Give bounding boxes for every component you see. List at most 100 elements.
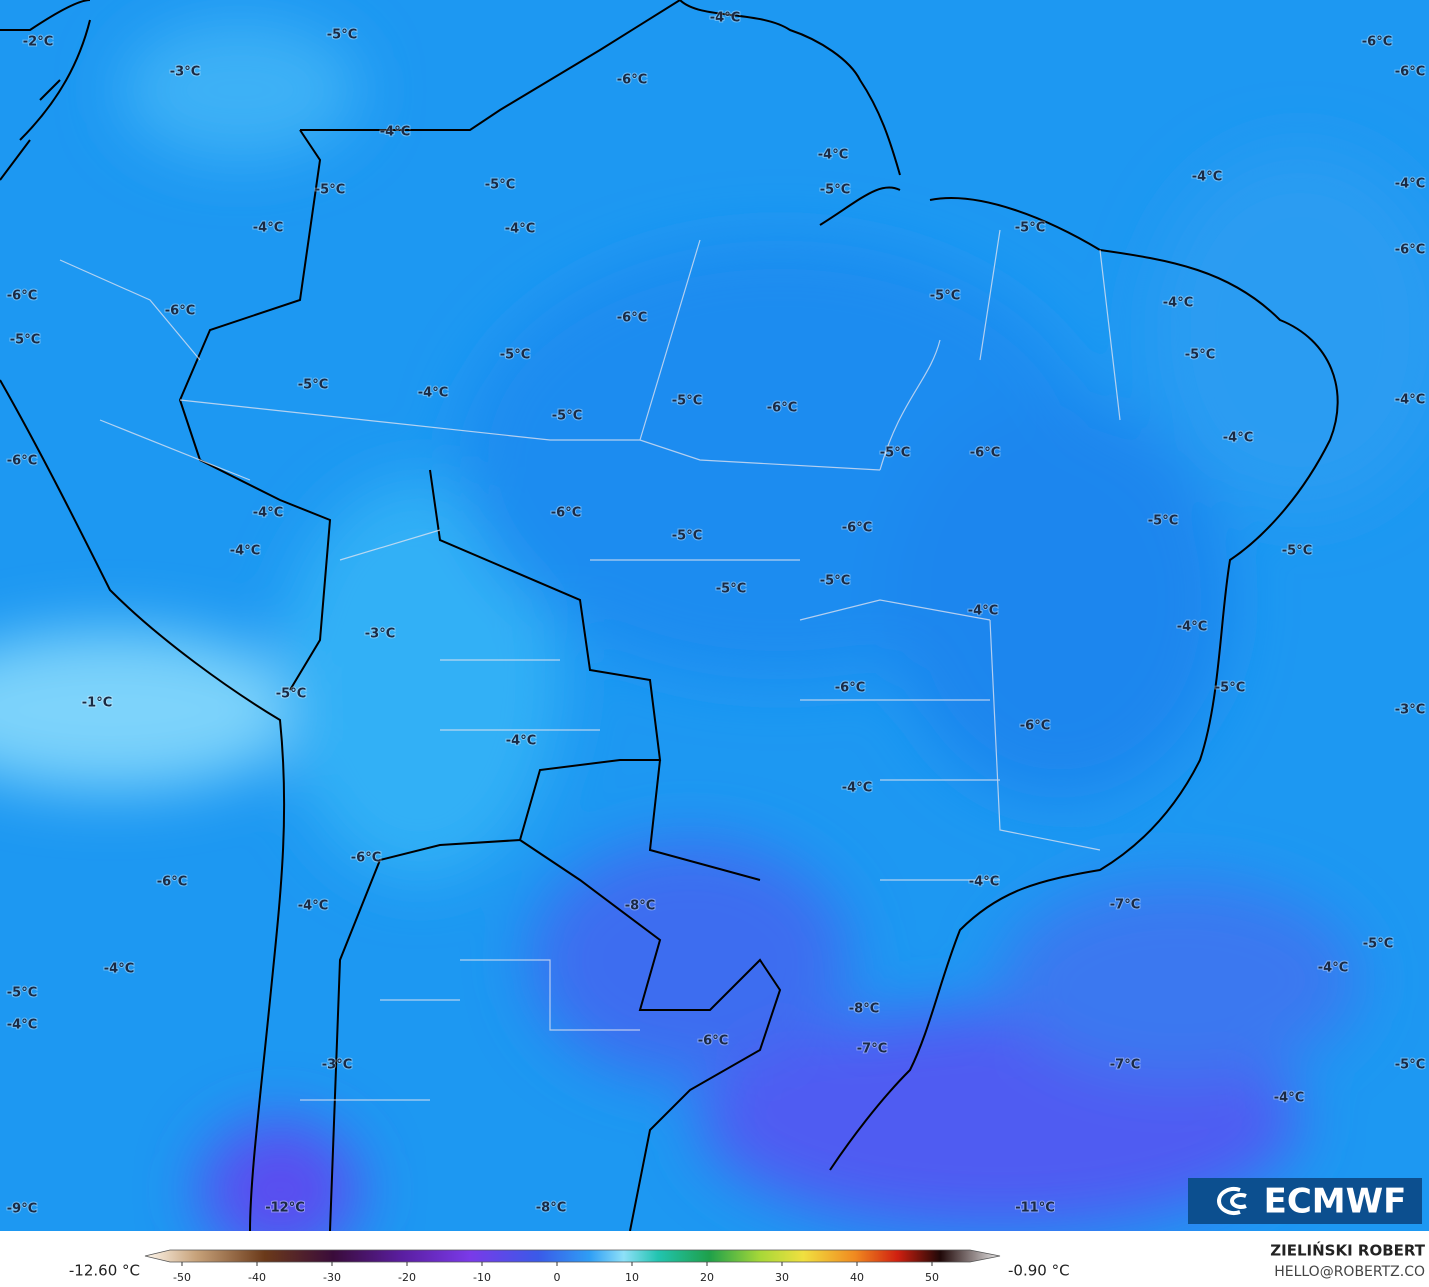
colorbar-tick-label: 10 xyxy=(625,1271,639,1284)
contour-label: -9°C xyxy=(7,1202,37,1217)
contour-labels: -2°C -5°C-4°C-6°C-6°C-3°C-6°C-4°C-4°C-5°C… xyxy=(6,10,1426,1218)
contour-label: -5°C xyxy=(298,378,328,393)
contour-label: -3°C xyxy=(1395,703,1425,718)
contour-label: -6°C xyxy=(698,1034,728,1049)
logo-icon xyxy=(1217,1187,1247,1215)
contour-label: -4°C xyxy=(230,544,260,559)
contour-label: -6°C xyxy=(1362,35,1392,50)
contour-label: -4°C xyxy=(253,506,283,521)
contour-label: -4°C xyxy=(818,148,848,163)
contour-label: -6°C xyxy=(351,851,381,866)
contour-label: -5°C xyxy=(1215,681,1245,696)
max-label: -0.90 °C xyxy=(1008,1262,1070,1280)
contour-label: -4°C xyxy=(418,386,448,401)
contour-label: -6°C xyxy=(7,289,37,304)
contour-label: -4°C xyxy=(1223,431,1253,446)
contour-label: -5°C xyxy=(1395,1058,1425,1073)
contour-label: -5°C xyxy=(716,582,746,597)
logo-box xyxy=(1188,1178,1422,1224)
logo-text: ECMWF xyxy=(1264,1182,1407,1222)
contour-label: -4°C xyxy=(380,125,410,140)
contour-label: -4°C xyxy=(505,222,535,237)
contour-label: -4°C xyxy=(1177,620,1207,635)
contour-label: -6°C xyxy=(7,454,37,469)
contour-label: -5°C xyxy=(930,289,960,304)
contour-label: -4°C xyxy=(7,1018,37,1033)
contour-label: -5°C xyxy=(485,178,515,193)
contour-label: -4°C xyxy=(1163,296,1193,311)
colorbar-tick-label: 0 xyxy=(554,1271,561,1284)
logo: ECMWF xyxy=(1188,1178,1422,1224)
contour-label: -6°C xyxy=(767,401,797,416)
colorbar-tick-label: 50 xyxy=(925,1271,939,1284)
contour-label: -5°C xyxy=(327,28,357,43)
contour-label: -6°C xyxy=(1395,243,1425,258)
contour-label: -5°C xyxy=(1363,937,1393,952)
contour-label: -7°C xyxy=(857,1042,887,1057)
contour-label: -6°C xyxy=(157,875,187,890)
contour-label: -6°C xyxy=(835,681,865,696)
contour-label: -4°C xyxy=(1192,170,1222,185)
contour-label: -4°C xyxy=(1395,177,1425,192)
credit-email: HELLO@ROBERTZ.CO xyxy=(1274,1264,1425,1280)
contour-label: -5°C xyxy=(880,446,910,461)
contour-label: -5°C xyxy=(1282,544,1312,559)
contour-label: -6°C xyxy=(842,521,872,536)
contour-label: -4°C xyxy=(298,899,328,914)
contour-label: -4°C xyxy=(710,11,740,26)
contour-label: -3°C xyxy=(322,1058,352,1073)
contour-label: -7°C xyxy=(1110,1058,1140,1073)
contour-label: -6°C xyxy=(970,446,1000,461)
contour-label: -4°C xyxy=(969,875,999,890)
contour-label: -4°C xyxy=(842,781,872,796)
contour-label: -5°C xyxy=(820,183,850,198)
contour-label: -5°C xyxy=(552,409,582,424)
contour-label: -8°C xyxy=(849,1002,879,1017)
colorbar-tick-label: -50 xyxy=(173,1271,191,1284)
min-label: -12.60 °C xyxy=(69,1262,140,1280)
contour-label: -6°C xyxy=(551,506,581,521)
colorbar-tick-label: -30 xyxy=(323,1271,341,1284)
contour-label: -5°C xyxy=(672,394,702,409)
contour-label: -8°C xyxy=(536,1201,566,1216)
colorbar-ticks: -50 -40 -30 -20 -10 0 10 20 30 40 50 xyxy=(173,1262,939,1284)
colorbar-tick-label: 40 xyxy=(850,1271,864,1284)
credit-name: ZIELIŃSKI ROBERT xyxy=(1270,1241,1425,1260)
contour-label: -7°C xyxy=(1110,898,1140,913)
contour-label: -5°C xyxy=(1015,221,1045,236)
colorbar-tick-label: -10 xyxy=(473,1271,491,1284)
contour-label: -6°C xyxy=(1395,65,1425,80)
contour-label: -4°C xyxy=(1274,1091,1304,1106)
contour-label: -4°C xyxy=(1395,393,1425,408)
contour-label: -8°C xyxy=(625,899,655,914)
contour-label: -4°C xyxy=(104,962,134,977)
contour-label: -6°C xyxy=(1020,719,1050,734)
colorbar-tick-label: 20 xyxy=(700,1271,714,1284)
contour-label: -4°C xyxy=(1318,961,1348,976)
map-field xyxy=(0,0,1429,1231)
contour-label: -5°C xyxy=(500,348,530,363)
contour-label: -5°C xyxy=(7,986,37,1001)
contour-label: -4°C xyxy=(506,734,536,749)
contour-label: -1°C xyxy=(82,696,112,711)
contour-label: -4°C xyxy=(968,604,998,619)
contour-label: -5°C xyxy=(276,687,306,702)
contour-label: -4°C xyxy=(253,221,283,236)
contour-label: -6°C xyxy=(617,73,647,88)
contour-label: -3°C xyxy=(170,65,200,80)
contour-label: -6°C xyxy=(617,311,647,326)
contour-label: -5°C xyxy=(1148,514,1178,529)
contour-label: -5°C xyxy=(672,529,702,544)
contour-label: -5°C xyxy=(1185,348,1215,363)
contour-label: -12°C xyxy=(265,1201,305,1216)
contour-label: -6°C xyxy=(165,304,195,319)
contour-label: -5°C xyxy=(820,574,850,589)
colorbar xyxy=(144,1249,1001,1263)
colorbar-tick-label: 30 xyxy=(775,1271,789,1284)
contour-label: -2°C xyxy=(23,35,53,50)
colorbar-tick-label: -20 xyxy=(398,1271,416,1284)
contour-label: -5°C xyxy=(10,333,40,348)
colorbar-tick-label: -40 xyxy=(248,1271,266,1284)
contour-label: -3°C xyxy=(365,627,395,642)
